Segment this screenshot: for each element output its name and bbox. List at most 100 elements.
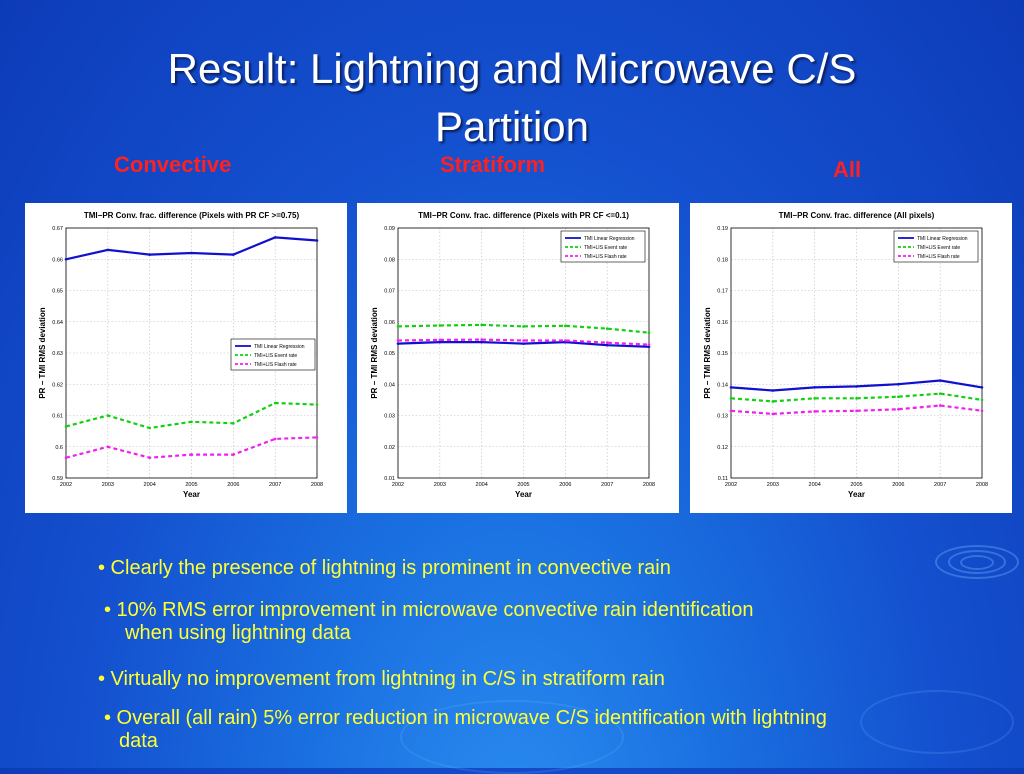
bullet-3-text: • Virtually no improvement from lightnin… <box>98 668 665 690</box>
x-tick-label: 2002 <box>725 482 737 488</box>
data-point <box>232 453 235 456</box>
y-tick-label: 0.18 <box>717 257 728 263</box>
slide-title-line2: Partition <box>434 103 590 150</box>
y-tick-label: 0.13 <box>717 414 728 420</box>
data-point <box>938 392 942 395</box>
bullet-2-line2: when using lightning data <box>125 622 351 644</box>
data-point <box>771 412 775 416</box>
y-tick-label: 0.14 <box>717 382 728 388</box>
x-axis-label: Year <box>515 490 532 499</box>
data-point <box>106 445 110 449</box>
data-point <box>813 397 816 400</box>
data-point <box>855 397 858 400</box>
data-point <box>980 409 984 413</box>
data-point <box>771 400 775 403</box>
data-point <box>273 236 277 239</box>
data-point <box>106 248 110 252</box>
data-point <box>729 397 733 400</box>
slide-title: Result: Lightning and Microwave C/S Part… <box>0 40 1024 156</box>
bullet-2: • 10% RMS error improvement in microwave… <box>104 599 753 645</box>
plot-frame <box>65 227 318 479</box>
x-tick-label: 2006 <box>227 482 239 488</box>
x-tick-label: 2005 <box>850 482 862 488</box>
data-point <box>647 343 651 346</box>
data-point <box>564 324 567 328</box>
y-tick-label: 0.19 <box>717 226 728 232</box>
x-tick-label: 2004 <box>809 482 821 488</box>
data-point <box>480 338 483 341</box>
y-tick-label: 0.07 <box>384 289 395 295</box>
x-tick-label: 2005 <box>185 482 197 488</box>
bullet-4-line2: data <box>119 730 158 752</box>
plot-frame <box>730 227 983 479</box>
chart-title: TMI−PR Conv. frac. difference (Pixels wi… <box>84 211 300 220</box>
data-point <box>605 343 609 347</box>
x-tick-label: 2006 <box>559 482 571 488</box>
chart-panel-stratiform: TMI−PR Conv. frac. difference (Pixels wi… <box>357 203 679 513</box>
bullet-1: • Clearly the presence of lightning is p… <box>98 557 671 580</box>
bullet-3: • Virtually no improvement from lightnin… <box>98 668 665 691</box>
slide-title-line1: Result: Lightning and Microwave C/S <box>167 45 857 92</box>
x-tick-label: 2006 <box>892 482 904 488</box>
y-tick-label: 0.08 <box>384 257 395 263</box>
legend-label: TMI Linear Regression <box>917 236 968 242</box>
y-tick-label: 0.09 <box>384 226 395 232</box>
y-tick-label: 0.03 <box>384 414 395 420</box>
data-point <box>190 453 193 456</box>
data-point <box>522 342 525 345</box>
y-tick-label: 0.67 <box>52 226 63 232</box>
x-tick-label: 2008 <box>976 482 988 488</box>
data-point <box>897 382 900 386</box>
y-tick-label: 0.61 <box>52 414 63 420</box>
y-tick-label: 0.65 <box>52 289 63 295</box>
chart-convective: TMI−PR Conv. frac. difference (Pixels wi… <box>38 211 323 499</box>
column-label-all: All <box>833 157 862 182</box>
y-tick-label: 0.04 <box>384 382 395 388</box>
y-axis-label: PR − TMI RMS deviation <box>703 307 712 398</box>
chart-all: TMI−PR Conv. frac. difference (All pixel… <box>703 211 988 499</box>
data-point <box>148 253 151 256</box>
data-point <box>190 420 193 424</box>
x-tick-label: 2004 <box>144 482 156 488</box>
x-tick-label: 2007 <box>934 482 946 488</box>
y-tick-label: 0.66 <box>52 257 63 263</box>
x-tick-label: 2003 <box>102 482 114 488</box>
data-point <box>522 325 525 328</box>
column-label-convective: Convective <box>114 152 232 177</box>
y-tick-label: 0.05 <box>384 351 395 357</box>
data-point <box>190 251 193 255</box>
column-label-stratiform: Stratiform <box>440 152 546 177</box>
data-point <box>647 345 651 349</box>
y-axis-label: PR − TMI RMS deviation <box>38 307 47 398</box>
x-tick-label: 2007 <box>269 482 281 488</box>
chart-title: TMI−PR Conv. frac. difference (Pixels wi… <box>418 211 629 220</box>
data-point <box>855 385 858 388</box>
legend-label: TMI+LIS Event rate <box>254 353 297 359</box>
data-point <box>938 404 942 407</box>
data-point <box>438 324 442 327</box>
legend-label: TMI+LIS Event rate <box>917 245 960 251</box>
data-point <box>315 403 319 406</box>
data-point <box>438 338 442 342</box>
legend-label: TMI+LIS Flash rate <box>584 254 627 260</box>
legend-label: TMI+LIS Flash rate <box>917 254 960 260</box>
y-tick-label: 0.62 <box>52 382 63 388</box>
plot-frame <box>397 227 650 479</box>
chart-title: TMI−PR Conv. frac. difference (All pixel… <box>779 211 935 220</box>
legend-label: TMI Linear Regression <box>584 236 635 242</box>
data-point <box>396 342 400 345</box>
data-point <box>315 436 319 439</box>
data-point <box>813 386 816 389</box>
data-point <box>148 426 151 430</box>
data-point <box>273 437 277 441</box>
data-point <box>273 401 277 405</box>
data-point <box>980 386 984 389</box>
chart-panel-convective: TMI−PR Conv. frac. difference (Pixels wi… <box>25 203 347 513</box>
y-tick-label: 0.16 <box>717 320 728 326</box>
x-tick-label: 2005 <box>517 482 529 488</box>
x-tick-label: 2008 <box>643 482 655 488</box>
bullet-1-text: • Clearly the presence of lightning is p… <box>98 557 671 579</box>
chart-panel-all: TMI−PR Conv. frac. difference (All pixel… <box>690 203 1012 513</box>
data-point <box>813 410 816 413</box>
data-point <box>771 389 775 392</box>
